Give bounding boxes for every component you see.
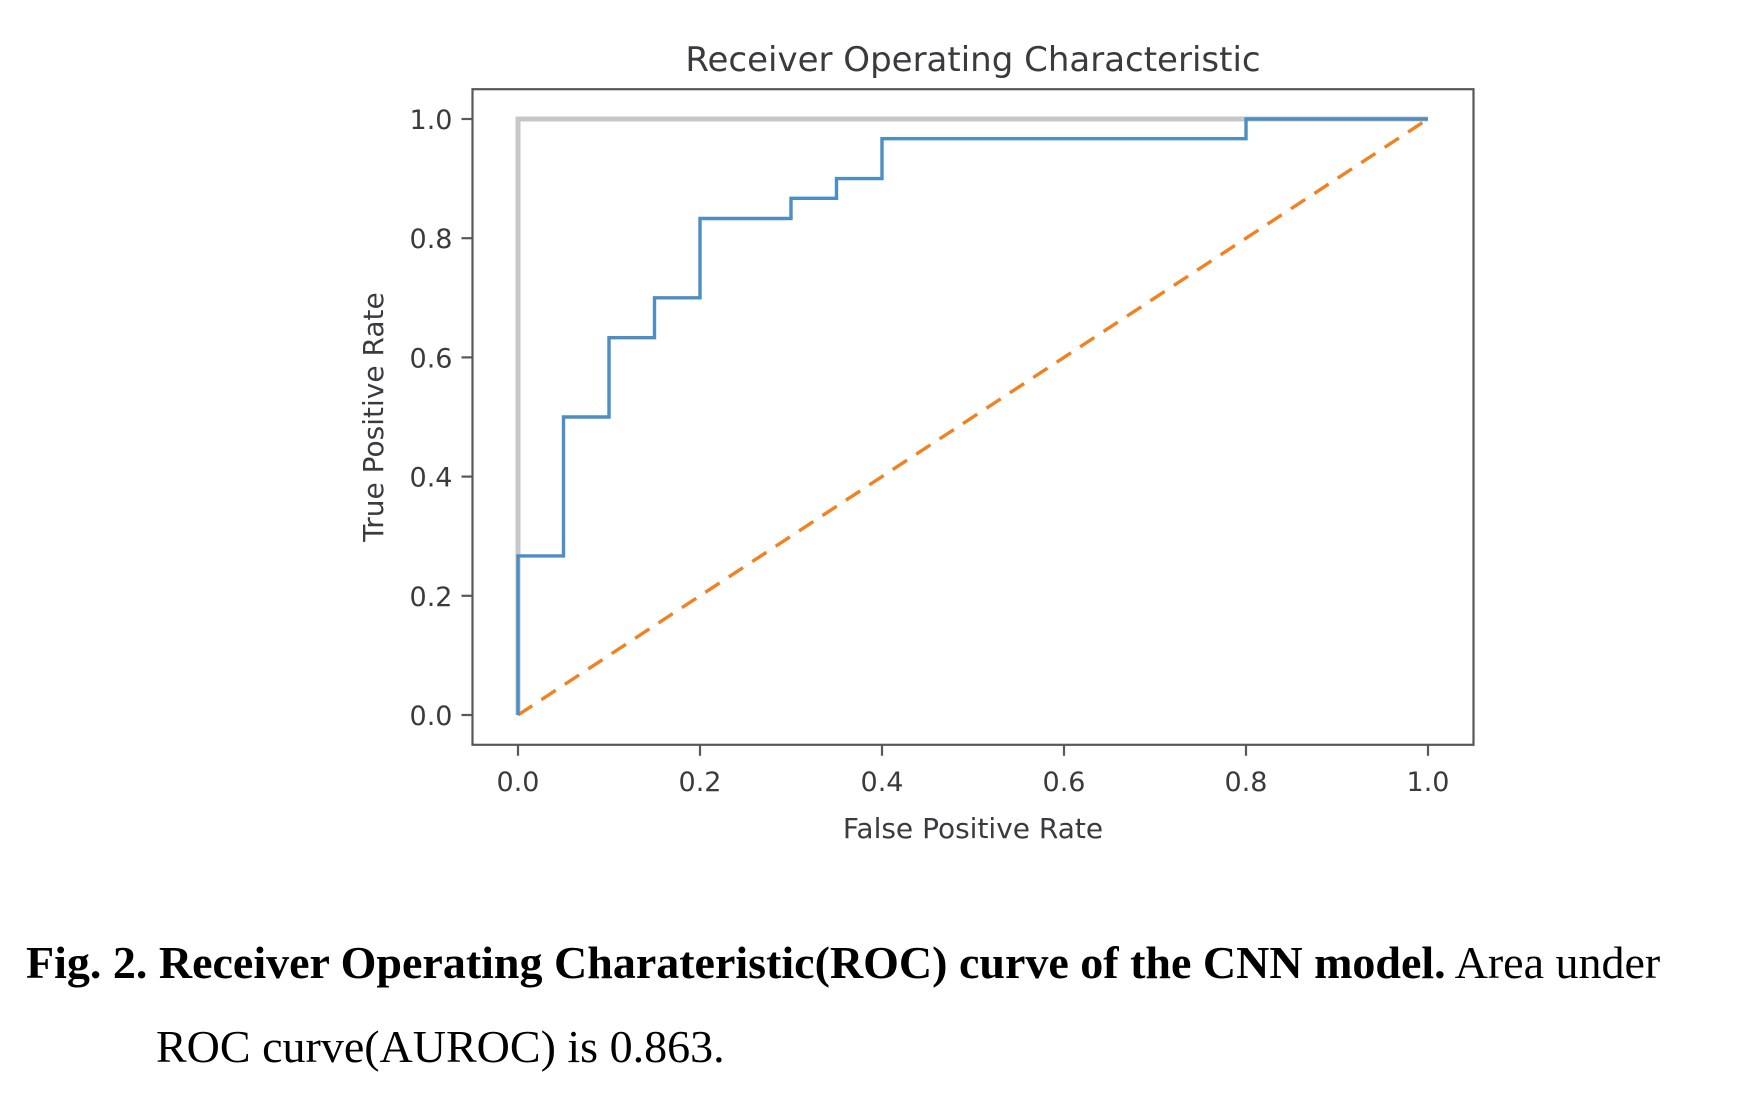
x-tick-label: 1.0 [1407, 767, 1450, 798]
caption-regular-text: Area under [1445, 937, 1661, 988]
y-tick-label: 0.2 [410, 582, 453, 613]
x-tick-label: 0.4 [861, 767, 904, 798]
x-tick-label: 0.2 [679, 767, 722, 798]
y-tick-label: 0.4 [410, 463, 453, 494]
chance-diagonal-line [517, 117, 1429, 717]
y-tick-label: 1.0 [410, 105, 453, 136]
y-tick-label: 0.0 [410, 701, 453, 732]
figure-caption: Fig. 2. Receiver Operating Charateristic… [26, 921, 1758, 1089]
perfect-classifier-line [515, 116, 1428, 715]
y-tick-label: 0.6 [410, 343, 453, 374]
x-tick-label: 0.6 [1043, 767, 1086, 798]
caption-line2-text: ROC curve(AUROC) is 0.863. [156, 1021, 725, 1072]
plot-border [471, 88, 1475, 746]
x-axis-label: False Positive Rate [843, 812, 1103, 845]
roc-chart-figure: 0.0 0.2 0.4 0.6 0.8 1.0 0.0 0.2 0.4 0.6 0.8 1.0 Rece… [357, 40, 1475, 845]
y-tick-label: 0.8 [410, 224, 453, 255]
roc-curve-line [516, 117, 1428, 715]
y-axis-label: True Positive Rate [357, 292, 390, 542]
x-tick-label: 0.0 [497, 767, 540, 798]
x-tick-label: 0.8 [1225, 767, 1268, 798]
caption-bold-text: Fig. 2. Receiver Operating Charateristic… [26, 937, 1446, 988]
chart-title: Receiver Operating Characteristic [685, 40, 1260, 80]
